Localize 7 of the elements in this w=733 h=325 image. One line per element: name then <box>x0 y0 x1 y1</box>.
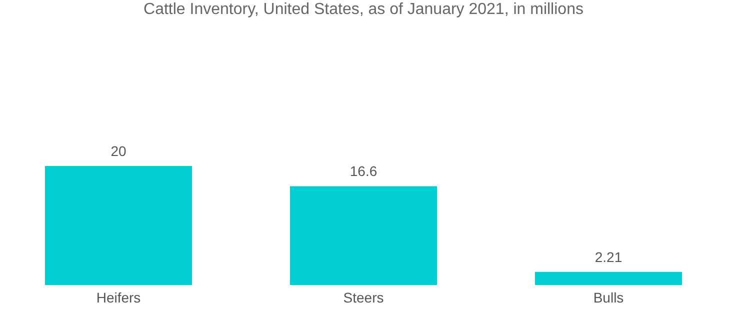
data-label: 16.6 <box>350 163 378 180</box>
x-tick-label: Bulls <box>593 290 624 306</box>
data-label: 20 <box>110 143 126 159</box>
x-tick-label: Steers <box>343 290 384 306</box>
chart-title: Cattle Inventory, United States, as of January 2021, in millions <box>144 1 584 18</box>
data-label: 2.21 <box>594 248 622 265</box>
x-tick-label: Heifers <box>96 290 141 306</box>
